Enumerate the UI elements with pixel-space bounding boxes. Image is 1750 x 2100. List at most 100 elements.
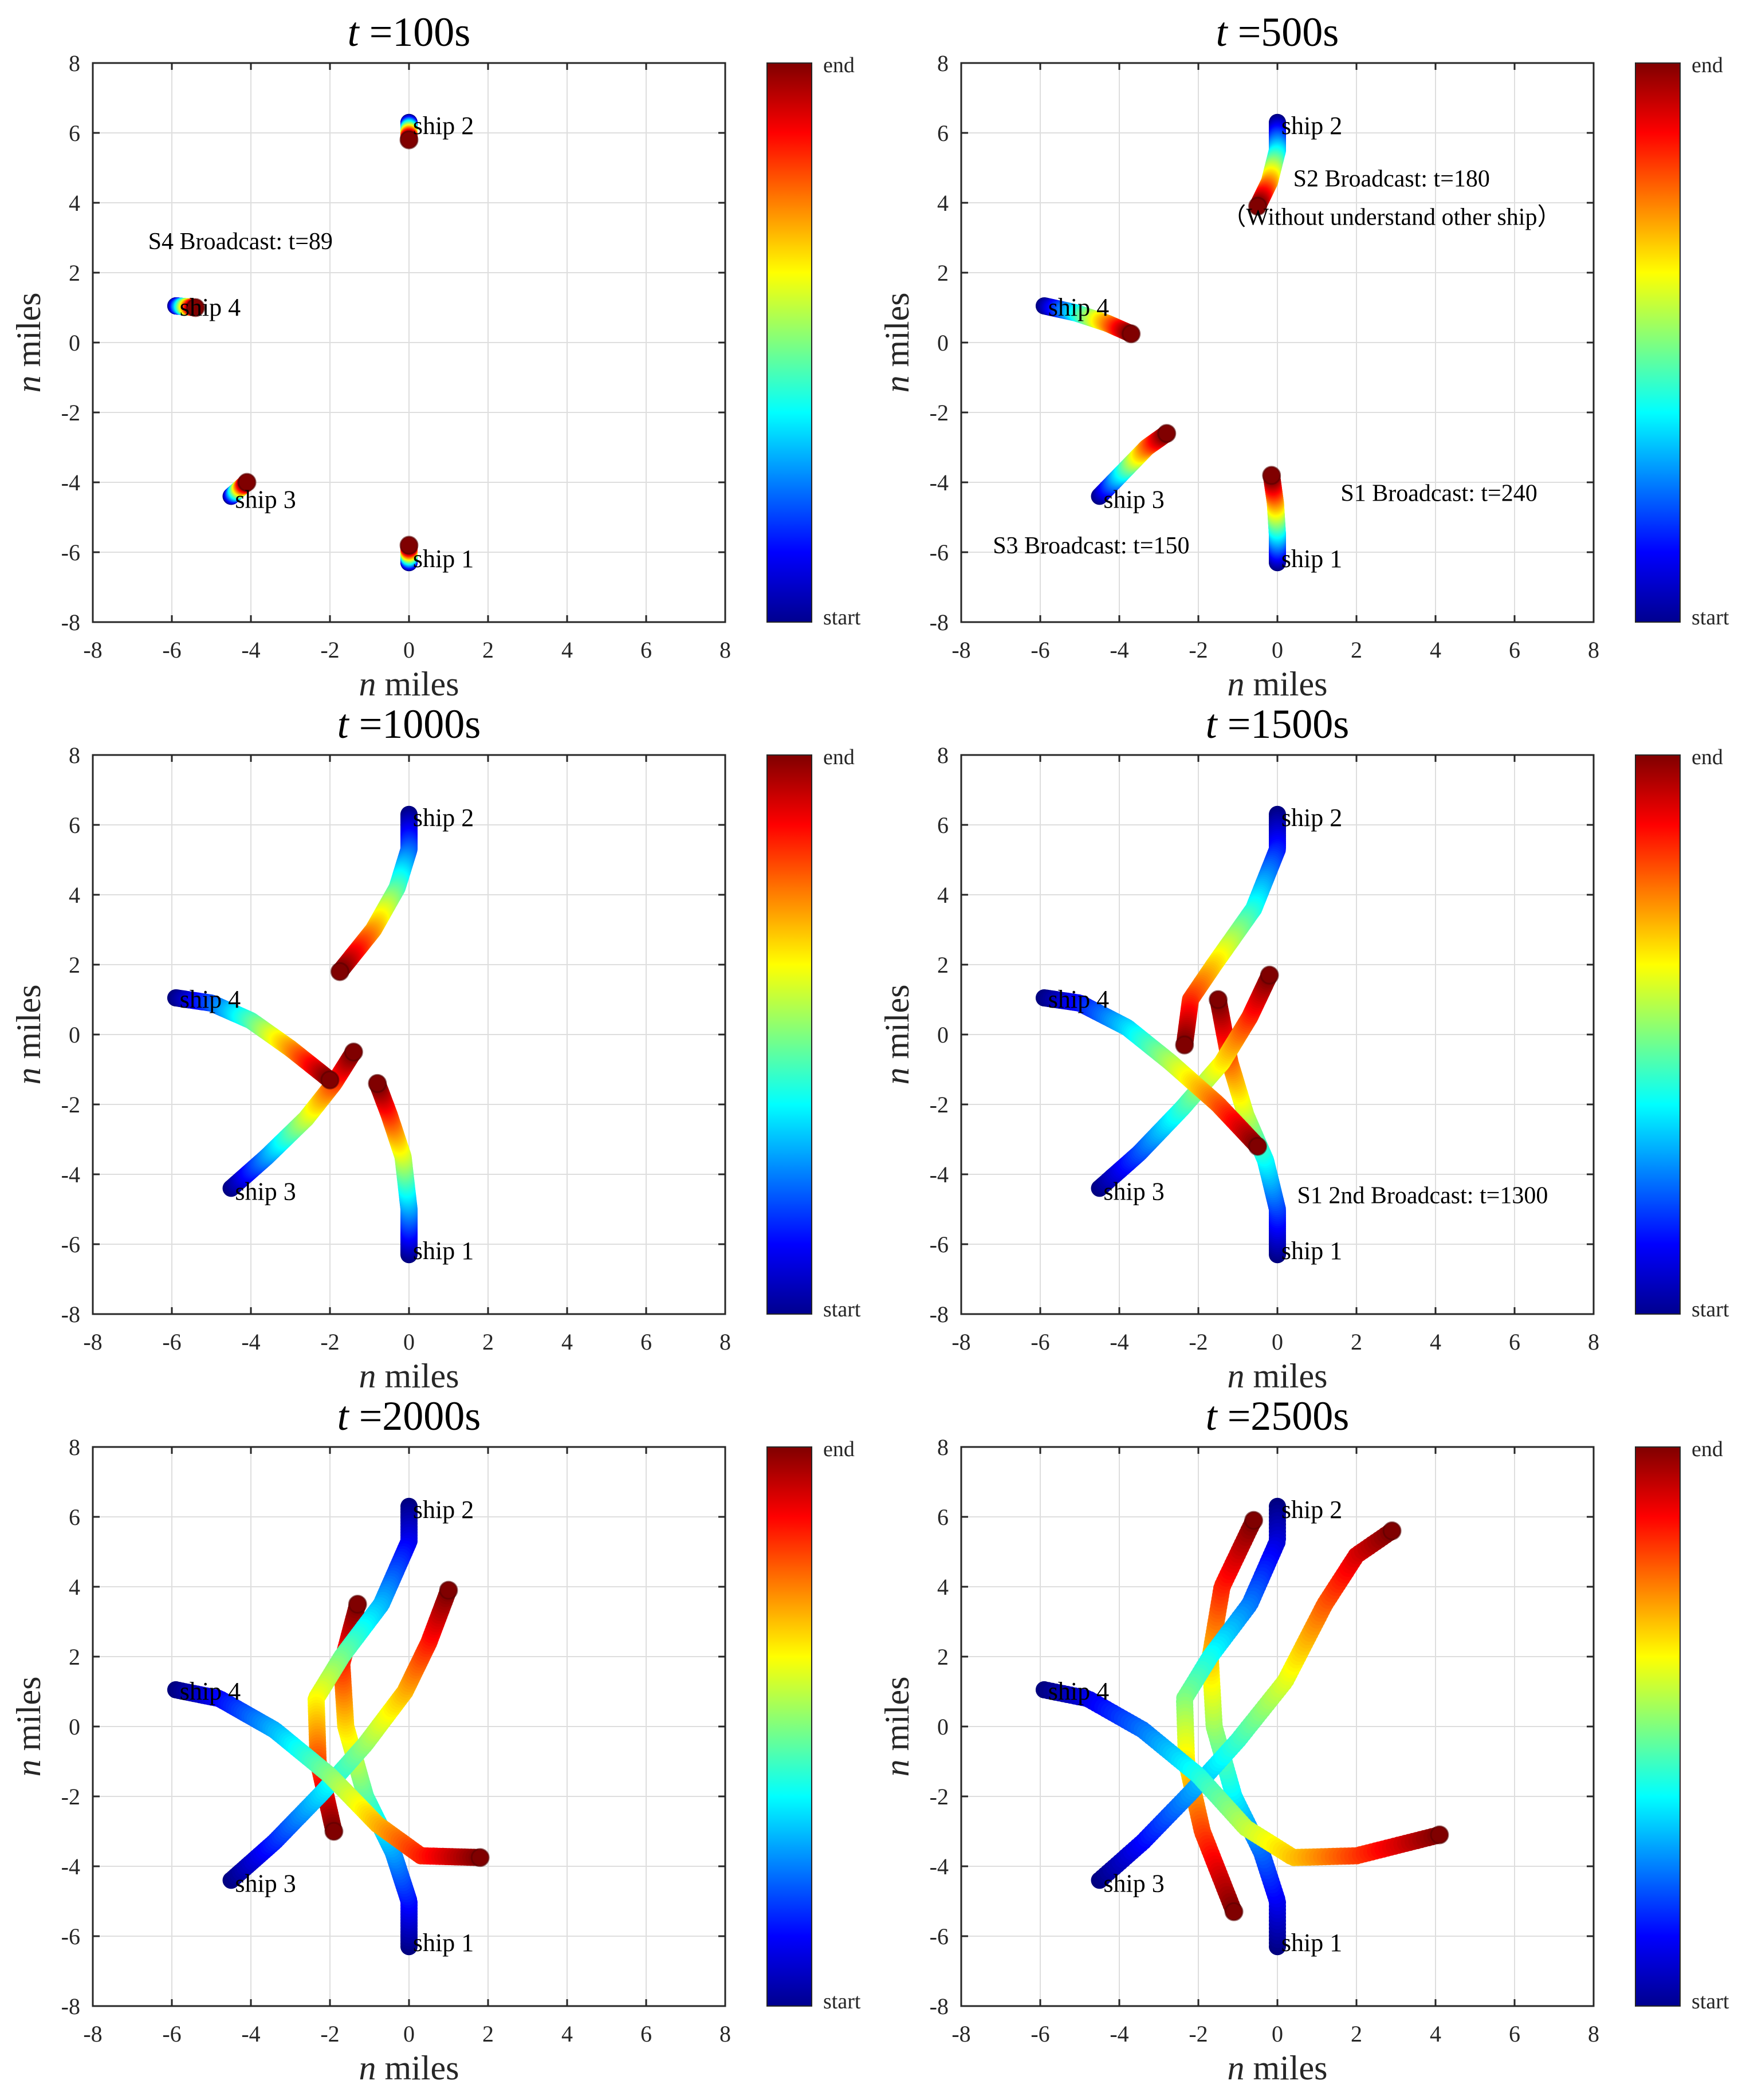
y-tick-label: 2 <box>937 260 949 286</box>
x-tick-label: 2 <box>482 637 494 663</box>
x-tick-label: 0 <box>403 637 415 663</box>
trajectory-ship-4 <box>167 989 340 1090</box>
x-axis-label: n miles <box>1228 1357 1328 1395</box>
x-tick-label: -2 <box>1189 2021 1208 2047</box>
x-tick-label: -8 <box>83 1329 102 1355</box>
trajectory-point <box>399 536 419 555</box>
y-tick-label: 0 <box>937 330 949 356</box>
ship-label: ship 1 <box>1281 545 1342 573</box>
ship-label: ship 1 <box>413 1929 474 1957</box>
colorbar <box>1635 754 1681 1315</box>
trajectory-point <box>1175 1035 1194 1055</box>
panel-title: t =500s <box>1216 9 1339 55</box>
y-tick-label: 8 <box>69 742 80 768</box>
x-tick-label: 8 <box>719 1329 731 1355</box>
y-tick-label: -8 <box>61 609 80 635</box>
x-tick-label: 0 <box>403 1329 415 1355</box>
y-tick-label: 8 <box>69 50 80 76</box>
colorbar <box>1635 62 1681 623</box>
x-tick-label: 8 <box>1588 1329 1599 1355</box>
ship-label: ship 4 <box>1048 1677 1109 1705</box>
x-tick-label: -2 <box>1189 1329 1208 1355</box>
panel-4: -8 -6 -4 -2 0 2 4 6 8 -8 -6 -4 -2 0 2 4 6 8 t =1500s n mile… <box>878 701 1729 1395</box>
y-tick-label: -6 <box>61 1232 80 1257</box>
x-tick-label: 4 <box>561 2021 573 2047</box>
x-tick-label: -6 <box>1031 1329 1049 1355</box>
trajectory-point <box>1382 1521 1402 1540</box>
y-tick-label: -6 <box>930 1924 949 1949</box>
y-tick-label: 4 <box>69 1574 80 1600</box>
y-tick-label: -8 <box>61 1993 80 2019</box>
y-tick-label: 6 <box>69 812 80 838</box>
colorbar-start-label: start <box>823 1989 861 2014</box>
x-tick-label: -2 <box>320 637 339 663</box>
trajectory-point <box>1157 424 1177 443</box>
y-tick-label: -4 <box>930 470 949 495</box>
x-tick-label: 4 <box>1430 1329 1441 1355</box>
x-tick-label: -8 <box>951 1329 970 1355</box>
panel-2: -8 -6 -4 -2 0 2 4 6 8 -8 -6 -4 -2 0 2 4 6 8 t =500s n miles… <box>878 9 1729 703</box>
y-tick-label: -4 <box>61 1854 80 1879</box>
annotation: S3 Broadcast: t=150 <box>993 533 1189 559</box>
y-axis-label: n miles <box>10 293 48 393</box>
ship-label: ship 1 <box>1281 1929 1342 1957</box>
y-tick-label: -8 <box>930 609 949 635</box>
y-tick-label: -6 <box>930 1232 949 1257</box>
x-tick-label: 8 <box>719 2021 731 2047</box>
x-tick-label: 6 <box>640 1329 652 1355</box>
trajectory-ship-1 <box>399 536 419 572</box>
colorbar-start-label: start <box>1692 1989 1729 2014</box>
y-tick-label: 2 <box>69 952 80 978</box>
y-tick-label: -4 <box>930 1162 949 1187</box>
x-tick-label: 0 <box>403 2021 415 2047</box>
ship-label: ship 1 <box>413 1237 474 1265</box>
x-tick-label: 2 <box>1351 637 1362 663</box>
x-axis-label: n miles <box>1228 2049 1328 2087</box>
x-tick-label: -8 <box>951 637 970 663</box>
y-axis-label: n miles <box>878 1677 916 1777</box>
y-tick-label: -2 <box>930 1784 949 1810</box>
y-tick-label: 6 <box>937 120 949 146</box>
colorbar <box>766 1446 812 2007</box>
x-tick-label: 6 <box>640 637 652 663</box>
y-tick-label: 2 <box>937 1644 949 1670</box>
y-tick-label: -2 <box>61 1092 80 1118</box>
trajectory-ship-2 <box>1248 113 1286 216</box>
trajectory-ship-4 <box>1035 989 1267 1156</box>
y-tick-label: 8 <box>69 1434 80 1460</box>
colorbar-end-label: end <box>823 745 855 769</box>
x-tick-label: -8 <box>83 2021 102 2047</box>
panel-title: t =1500s <box>1206 701 1350 747</box>
x-tick-label: -4 <box>241 1329 260 1355</box>
trajectory-point <box>1248 1136 1267 1156</box>
trajectory-point <box>1244 1511 1264 1530</box>
x-axis-label: n miles <box>359 2049 459 2087</box>
ship-label: ship 2 <box>1281 804 1342 832</box>
ship-label: ship 3 <box>235 1870 296 1898</box>
trajectory-ship-2 <box>399 113 419 150</box>
x-tick-label: -6 <box>1031 637 1049 663</box>
x-tick-label: -2 <box>320 2021 339 2047</box>
trajectory-point <box>344 1043 363 1061</box>
y-tick-label: 6 <box>937 812 949 838</box>
annotation: S2 Broadcast: t=180 <box>1293 166 1490 192</box>
trajectory-ship-1 <box>1262 466 1286 572</box>
x-tick-label: 6 <box>1509 1329 1520 1355</box>
ship-label: ship 2 <box>1281 112 1342 140</box>
trajectory-point <box>186 298 205 317</box>
y-tick-label: 4 <box>937 882 949 908</box>
x-tick-label: 6 <box>1509 2021 1520 2047</box>
x-tick-label: -8 <box>83 637 102 663</box>
colorbar-end-label: end <box>823 53 855 77</box>
y-tick-label: 2 <box>69 260 80 286</box>
colorbar-end-label: end <box>1692 53 1723 77</box>
y-tick-label: 0 <box>937 1022 949 1048</box>
trajectory-ship-1 <box>368 1073 418 1264</box>
y-tick-label: -2 <box>930 400 949 426</box>
x-tick-label: 6 <box>640 2021 652 2047</box>
x-tick-label: 4 <box>1430 2021 1441 2047</box>
x-tick-label: 2 <box>482 2021 494 2047</box>
trajectory-point <box>399 130 419 150</box>
x-tick-label: -6 <box>1031 2021 1049 2047</box>
